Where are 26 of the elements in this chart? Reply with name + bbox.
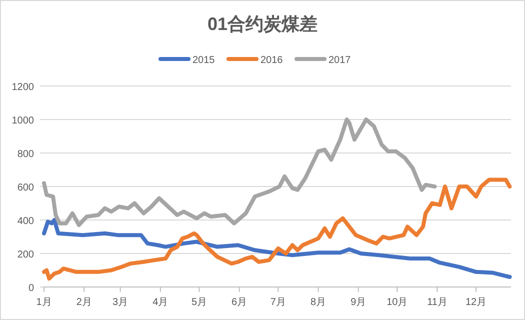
x-tick-label: 4月: [152, 297, 168, 308]
x-tick-label: 3月: [112, 297, 128, 308]
x-tick-label: 9月: [350, 297, 366, 308]
x-tick-label: 1月: [36, 297, 52, 308]
x-tick-label: 12月: [466, 297, 487, 308]
y-tick-label: 1000: [12, 116, 34, 126]
chart-title: 01合约炭煤差: [207, 14, 318, 34]
y-tick-label: 800: [17, 149, 34, 160]
y-tick-label: 200: [17, 250, 34, 260]
y-tick-label: 600: [17, 182, 34, 194]
x-tick-label: 11月: [427, 297, 448, 308]
x-tick-label: 2月: [76, 297, 92, 308]
line-series: [42, 118, 437, 228]
x-tick-label: 7月: [270, 297, 286, 308]
legend-label: 2017: [328, 55, 352, 66]
line-series: [42, 218, 512, 279]
y-tick-label: 400: [17, 216, 34, 227]
legend-label: 2015: [192, 55, 216, 66]
x-tick-label: 8月: [310, 297, 326, 308]
x-tick-label: 10月: [386, 297, 408, 308]
y-tick-label: 0: [28, 283, 34, 294]
x-tick-label: 6月: [232, 297, 248, 308]
y-tick-label: 1200: [12, 82, 34, 93]
x-tick-label: 5月: [191, 297, 208, 308]
legend-label: 2016: [260, 55, 284, 66]
line-series: [42, 178, 512, 281]
